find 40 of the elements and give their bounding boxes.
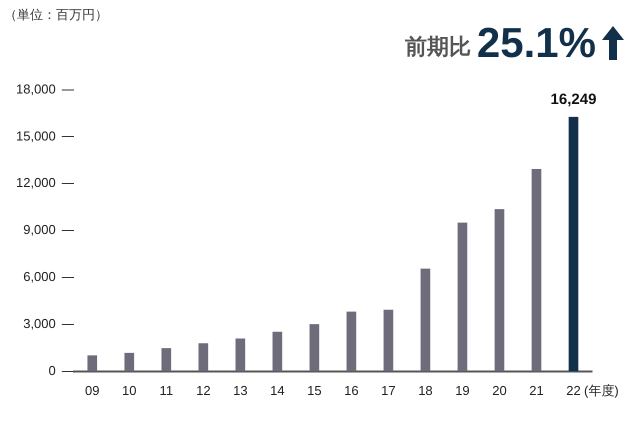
bar [124,352,134,372]
y-tick-label: 0 [48,362,56,378]
x-tick-label: 22 [566,382,581,398]
x-tick-label: 09 [85,382,100,398]
x-tick-label: 19 [455,382,470,398]
bar [236,338,246,372]
bar [272,332,282,372]
x-tick-label: 11 [160,382,174,398]
x-tick-label: 15 [307,382,322,398]
y-tick-label: 3,000 [23,316,56,332]
x-tick-label: 17 [381,382,396,398]
bar [384,310,394,372]
x-tick-label: 14 [270,382,285,398]
x-tick-label: 12 [196,382,211,398]
bar [87,355,98,372]
x-tick-label: 13 [233,382,248,398]
x-tick-label: 21 [529,382,544,398]
bar [161,348,172,372]
bar [346,312,356,372]
y-tick-label: 15,000 [16,128,56,144]
y-tick-label: 6,000 [23,269,56,284]
y-tick-label: 18,000 [16,81,56,96]
x-tick-label: 10 [122,382,137,398]
text: 前期比 [404,33,471,61]
text: （単位：百万円） [4,6,108,24]
y-tick-label: 9,000 [23,222,56,238]
x-axis-title: (年度) [584,382,619,398]
x-tick-label: 16 [344,382,359,398]
bar [458,222,468,372]
bar [568,116,578,372]
x-tick-label: 20 [492,382,507,398]
data-label: 16,249 [550,90,596,108]
x-tick-label: 18 [418,382,433,398]
bar [420,268,430,372]
bar [532,168,542,372]
text: 25.1% [476,19,596,66]
y-tick-label: 12,000 [16,175,56,190]
bar [310,324,320,372]
bar [494,209,504,372]
bar [198,343,208,372]
